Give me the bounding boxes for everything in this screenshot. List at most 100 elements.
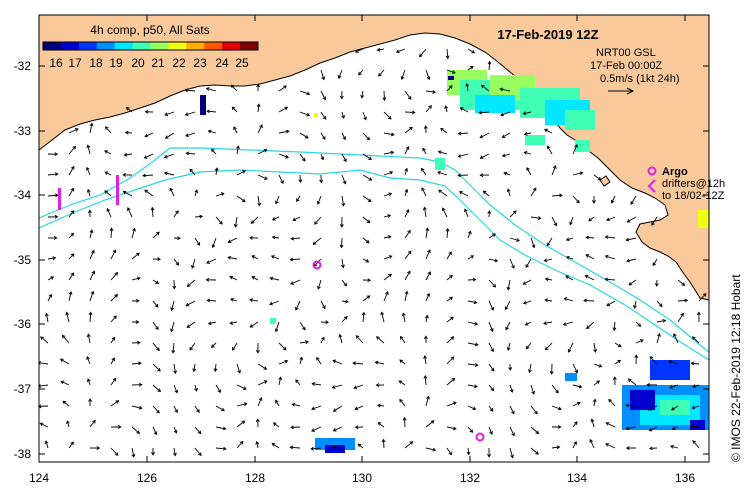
current-vector-head	[230, 297, 234, 302]
current-vector	[320, 111, 327, 120]
plot-frame	[38, 14, 710, 463]
current-vector-head	[44, 440, 49, 445]
current-vector	[523, 111, 532, 115]
current-vector-head	[251, 255, 256, 259]
current-vector-head	[319, 179, 324, 184]
current-vector-head	[144, 133, 149, 138]
current-vector-head	[606, 217, 610, 222]
x-tick-label: 124	[29, 471, 49, 485]
current-vector-head	[453, 401, 457, 406]
current-vector-head	[311, 428, 315, 432]
argo-drifter-tracks	[58, 175, 119, 210]
current-vector	[185, 89, 196, 92]
sst-patch-misc	[200, 95, 577, 453]
current-vector-head	[404, 188, 409, 193]
x-tick-label: 134	[567, 471, 587, 485]
current-vector-head	[426, 395, 430, 400]
current-vector	[399, 380, 406, 386]
colorbar-swatch	[96, 42, 116, 50]
current-vector	[362, 216, 371, 223]
current-vector	[572, 402, 581, 407]
current-vector	[677, 313, 684, 323]
current-vector	[236, 145, 239, 155]
current-vector	[206, 87, 217, 92]
current-vector	[341, 132, 346, 140]
current-vector	[173, 405, 178, 413]
current-vector-head	[184, 112, 189, 117]
current-vector-head	[205, 277, 210, 282]
current-vector	[173, 447, 176, 456]
current-vector-head	[339, 224, 344, 228]
current-vector	[189, 168, 196, 176]
current-vector	[593, 380, 600, 386]
current-vector	[314, 216, 322, 225]
argo-drifters-label: drifters@12h	[662, 178, 725, 190]
current-vector-head	[114, 294, 119, 298]
current-vector	[194, 215, 203, 218]
current-vector	[164, 153, 175, 158]
current-vector	[425, 105, 432, 113]
current-vector	[131, 447, 135, 457]
current-vector-head	[331, 385, 336, 389]
current-vector-head	[535, 451, 539, 455]
current-vector-head	[479, 155, 484, 159]
velocity-scale: 0.5m/s (1kt 24h)	[600, 73, 679, 85]
current-vector	[635, 321, 641, 327]
current-vector-head	[332, 359, 337, 364]
current-vector	[483, 190, 490, 197]
current-vector	[589, 439, 595, 449]
current-vector-head	[321, 76, 326, 81]
current-vector	[545, 342, 553, 350]
current-vector-head	[233, 223, 238, 228]
current-vector-head	[466, 451, 471, 456]
current-vector-head	[122, 190, 127, 195]
current-vector-head	[525, 264, 529, 269]
current-vector-head	[150, 206, 155, 211]
current-vector-head	[306, 112, 311, 117]
current-vector	[194, 426, 202, 434]
current-vector	[652, 258, 658, 266]
current-vector	[404, 230, 411, 239]
current-vector-head	[112, 249, 117, 254]
current-vector-head	[473, 300, 478, 305]
current-vector	[530, 447, 539, 455]
current-vector-head	[189, 346, 193, 351]
current-vector	[585, 254, 595, 260]
current-vector-head	[669, 444, 674, 449]
current-vector	[507, 342, 511, 351]
current-vector	[425, 249, 431, 260]
current-vector-head	[269, 276, 274, 281]
current-vector-head	[264, 176, 268, 180]
current-vector	[86, 356, 91, 365]
current-vector-head	[407, 96, 412, 100]
current-vector	[404, 146, 409, 155]
current-vector	[544, 258, 553, 262]
current-vector	[270, 277, 280, 281]
current-vector	[362, 312, 365, 323]
colorbar-tick: 17	[68, 56, 82, 70]
current-vector	[507, 188, 511, 197]
current-vector	[626, 237, 637, 241]
current-vector-head	[648, 446, 653, 451]
current-vector-head	[223, 446, 227, 451]
current-vector	[60, 358, 70, 365]
current-vector	[649, 426, 658, 432]
current-vector	[630, 195, 637, 205]
current-vector-head	[535, 430, 540, 435]
current-vector	[378, 69, 385, 77]
current-vector-head	[489, 431, 493, 435]
current-vector	[231, 84, 238, 92]
current-vector	[320, 153, 324, 160]
current-vector	[396, 48, 406, 53]
current-vector	[446, 356, 455, 365]
current-vector	[89, 312, 92, 323]
current-vector	[458, 132, 469, 135]
current-vector-head	[155, 326, 159, 330]
current-vector-head	[316, 356, 320, 361]
current-vector-head	[423, 355, 428, 359]
current-vector	[690, 425, 700, 428]
current-vector-head	[317, 285, 321, 290]
current-vector-head	[310, 446, 315, 451]
velocity-legend: NRT00 GSL 17-Feb 00:00Z 0.5m/s (1kt 24h)	[590, 47, 679, 95]
current-vector-head	[423, 375, 428, 379]
